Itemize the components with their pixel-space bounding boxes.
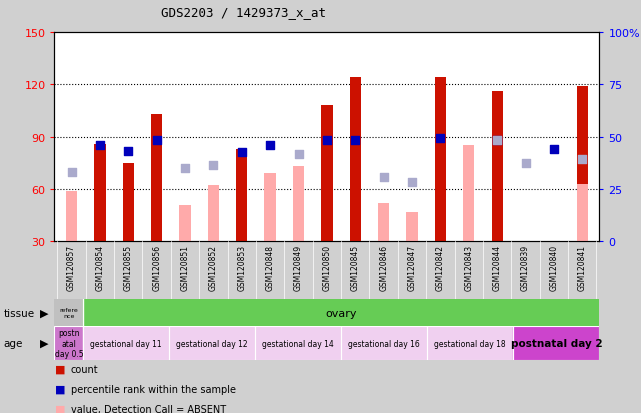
Bar — [122, 164, 134, 242]
Text: GSM120844: GSM120844 — [493, 244, 502, 290]
Point — [123, 148, 133, 154]
Text: gestational day 11: gestational day 11 — [90, 339, 162, 348]
Bar — [83, 326, 169, 360]
Point — [350, 138, 360, 144]
Text: GSM120841: GSM120841 — [578, 244, 587, 290]
Point — [95, 143, 105, 150]
Point — [492, 138, 503, 144]
Bar — [378, 203, 389, 242]
Point — [237, 150, 247, 156]
Bar — [492, 92, 503, 242]
Bar — [428, 326, 513, 360]
Text: postnatal day 2: postnatal day 2 — [510, 338, 602, 348]
Text: ▶: ▶ — [40, 338, 49, 348]
Bar — [513, 326, 599, 360]
Text: GSM120853: GSM120853 — [237, 244, 246, 290]
Bar — [169, 326, 255, 360]
Bar — [513, 326, 599, 360]
Point — [520, 160, 531, 167]
Bar — [428, 326, 513, 360]
Bar — [406, 212, 418, 242]
Point — [67, 169, 77, 176]
Text: GSM120857: GSM120857 — [67, 244, 76, 290]
Point — [322, 138, 332, 144]
Point — [549, 146, 559, 153]
Text: ■: ■ — [54, 384, 65, 394]
Point — [435, 136, 445, 142]
Text: GSM120848: GSM120848 — [265, 244, 274, 290]
Bar — [151, 115, 162, 242]
Bar — [265, 174, 276, 242]
Text: gestational day 18: gestational day 18 — [435, 339, 506, 348]
Text: GSM120854: GSM120854 — [96, 244, 104, 290]
Text: postn
atal
day 0.5: postn atal day 0.5 — [54, 328, 83, 358]
Point — [265, 143, 275, 150]
Point — [577, 157, 587, 163]
Bar — [577, 184, 588, 242]
Text: ■: ■ — [54, 364, 65, 374]
Text: value, Detection Call = ABSENT: value, Detection Call = ABSENT — [71, 404, 226, 413]
Bar — [255, 326, 341, 360]
Text: count: count — [71, 364, 98, 374]
Text: GSM120852: GSM120852 — [209, 244, 218, 290]
Point — [294, 152, 304, 158]
Text: GSM120846: GSM120846 — [379, 244, 388, 290]
Text: GSM120847: GSM120847 — [408, 244, 417, 290]
Bar — [341, 326, 428, 360]
Bar — [54, 326, 83, 360]
Bar — [54, 299, 83, 326]
Bar — [463, 146, 474, 242]
Text: GSM120850: GSM120850 — [322, 244, 331, 290]
Text: GSM120845: GSM120845 — [351, 244, 360, 290]
Point — [379, 174, 389, 180]
Text: GSM120840: GSM120840 — [549, 244, 558, 290]
Bar — [83, 326, 169, 360]
Text: GSM120849: GSM120849 — [294, 244, 303, 290]
Text: GSM120842: GSM120842 — [436, 244, 445, 290]
Point — [151, 138, 162, 144]
Text: GSM120856: GSM120856 — [152, 244, 161, 290]
Point — [180, 165, 190, 172]
Bar — [341, 326, 428, 360]
Text: GSM120839: GSM120839 — [521, 244, 530, 290]
Bar — [577, 87, 588, 242]
Text: ▶: ▶ — [40, 308, 49, 318]
Text: age: age — [3, 338, 22, 348]
Text: percentile rank within the sample: percentile rank within the sample — [71, 384, 235, 394]
Bar — [321, 106, 333, 242]
Text: tissue: tissue — [3, 308, 35, 318]
Bar — [54, 326, 83, 360]
Text: GSM120851: GSM120851 — [181, 244, 190, 290]
Text: GDS2203 / 1429373_x_at: GDS2203 / 1429373_x_at — [161, 6, 326, 19]
Bar — [349, 78, 361, 242]
Bar — [169, 326, 255, 360]
Point — [407, 179, 417, 186]
Bar — [236, 150, 247, 242]
Bar — [66, 191, 77, 242]
Bar — [94, 144, 106, 242]
Point — [208, 162, 219, 169]
Text: gestational day 16: gestational day 16 — [349, 339, 420, 348]
Text: ■: ■ — [54, 404, 65, 413]
Text: gestational day 12: gestational day 12 — [176, 339, 248, 348]
Bar — [255, 326, 341, 360]
Bar — [435, 78, 446, 242]
Text: refere
nce: refere nce — [60, 307, 78, 318]
Text: GSM120855: GSM120855 — [124, 244, 133, 290]
Bar — [293, 167, 304, 242]
Bar — [208, 186, 219, 242]
Bar — [179, 205, 191, 242]
Text: GSM120843: GSM120843 — [464, 244, 473, 290]
Text: ovary: ovary — [326, 308, 357, 318]
Text: gestational day 14: gestational day 14 — [262, 339, 334, 348]
Point — [492, 138, 503, 144]
